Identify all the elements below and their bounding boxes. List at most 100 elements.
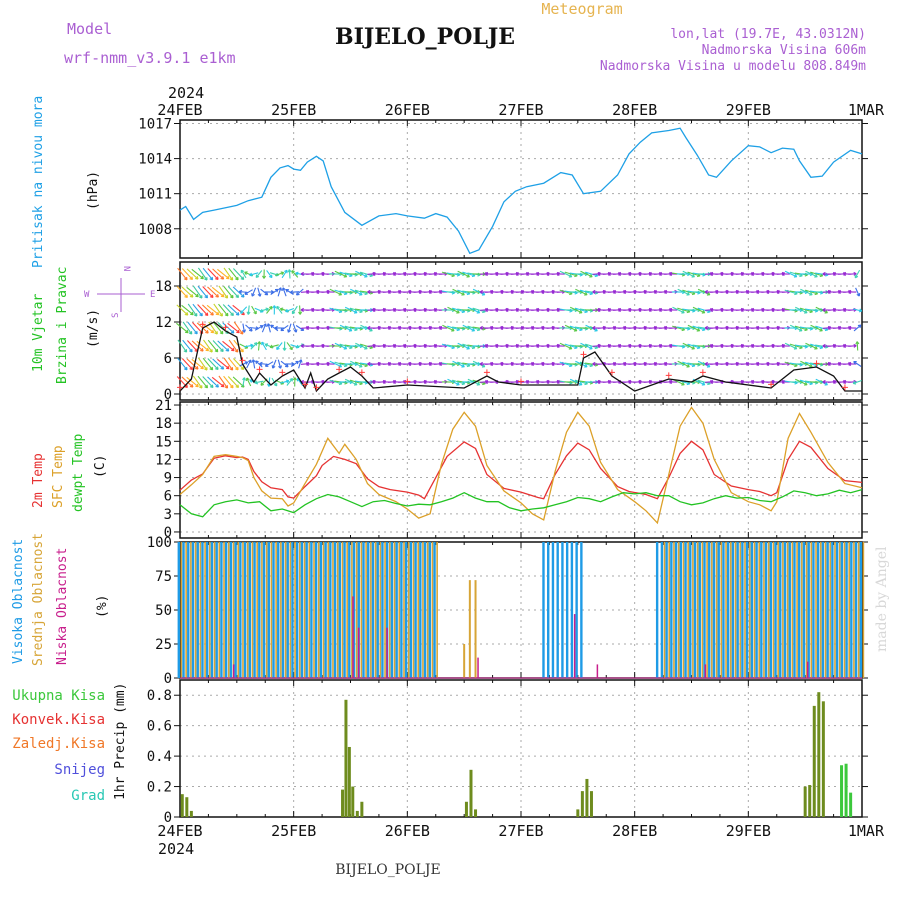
wind-vector-head	[541, 325, 545, 330]
wind-vector	[181, 286, 194, 298]
wind-vector	[269, 344, 279, 348]
wind-gust-marker	[222, 324, 229, 331]
wind-vector	[815, 378, 828, 386]
wind-gust-marker	[239, 357, 246, 364]
wind-vector-head	[607, 271, 611, 276]
wind-vector-head	[530, 361, 535, 366]
wind-vector-head	[230, 312, 234, 317]
wind-vector	[254, 380, 264, 384]
wind-vector	[848, 273, 857, 275]
time-label-bottom: 26FEB	[385, 822, 430, 840]
wind-vector	[800, 288, 813, 296]
wind-vector-head	[793, 273, 798, 278]
wind-vector	[280, 324, 289, 332]
wind-vector-head	[316, 289, 320, 294]
wind-vector	[462, 271, 476, 277]
wind-vector	[569, 378, 583, 386]
wind-vector	[244, 289, 253, 295]
wind-vector	[202, 357, 214, 371]
wind-vector	[569, 325, 583, 331]
wind-vector-head	[827, 325, 831, 330]
wind-vector	[579, 289, 593, 295]
wind-vector	[359, 290, 373, 294]
wind-vector-head	[273, 382, 278, 387]
wind-vector	[192, 285, 203, 299]
wind-vector-head	[745, 361, 749, 366]
wind-vector-head	[210, 312, 214, 316]
wind-vector-head	[377, 361, 381, 366]
wind-vector-head	[274, 288, 279, 293]
wind-vector-head	[525, 307, 529, 312]
wind-vector	[784, 342, 798, 350]
wind-vector	[211, 376, 225, 388]
precip-bar	[180, 794, 184, 817]
wind-vector	[795, 378, 808, 386]
wind-vector-head	[628, 271, 632, 276]
wind-vector-head	[776, 361, 780, 366]
wind-vector	[784, 289, 798, 295]
wind-vector	[207, 339, 219, 353]
wind-vector	[295, 325, 305, 331]
wind-vector-head	[230, 294, 234, 299]
wind-vector-head	[244, 271, 248, 276]
wind-vector-head	[184, 384, 188, 389]
wind-vector-head	[269, 305, 273, 310]
wind-vector-head	[353, 381, 358, 386]
wind-vector	[186, 286, 199, 298]
wind-vector-head	[278, 365, 283, 369]
pressure-panel: 1008 1011 1014 1017	[138, 117, 868, 259]
wind-vector-head	[219, 313, 223, 317]
time-label-top: 29FEB	[726, 101, 771, 119]
wind-vector-head	[594, 327, 598, 332]
wind-vector	[290, 360, 299, 368]
time-label-bottom: 1MAR	[848, 822, 885, 840]
wind-vector-head	[300, 307, 304, 312]
wind-vector	[277, 287, 282, 297]
wind-vector	[854, 269, 861, 279]
wind-vector-head	[224, 385, 229, 389]
wind-vector-head	[204, 277, 208, 281]
wind-vector-head	[285, 308, 289, 313]
wind-vector-head	[264, 343, 269, 348]
wind-vector	[853, 379, 862, 385]
wind-vector	[276, 306, 283, 314]
wind-vector	[259, 362, 269, 366]
wind-vector	[800, 360, 813, 368]
wind-vector-head	[184, 312, 189, 316]
rose-w: W	[84, 290, 90, 300]
wind-vector-head	[214, 331, 218, 335]
time-label-bottom: 29FEB	[726, 822, 771, 840]
wind-vector	[815, 344, 829, 348]
wind-vector	[334, 289, 348, 295]
wind-vector-head	[730, 343, 734, 348]
wind-vector-head	[701, 381, 706, 386]
wind-vector-head	[479, 289, 483, 294]
wind-vector	[218, 303, 229, 317]
wind-vector-head	[253, 310, 257, 315]
precip-bar	[808, 785, 812, 817]
wind-vector-head	[706, 363, 711, 368]
wind-vector	[805, 289, 818, 295]
wind-vector	[697, 288, 711, 296]
wind-vector-head	[669, 271, 673, 276]
panel-frame	[179, 119, 863, 259]
wind-vector-head	[316, 325, 320, 330]
wind-vector-head	[461, 363, 465, 368]
wind-vector-head	[240, 269, 245, 274]
wind-vector-head	[842, 271, 847, 276]
wind-vector	[222, 322, 235, 334]
wind-vector-head	[490, 325, 494, 330]
wind-gust-marker	[313, 384, 320, 391]
wind-vector	[223, 267, 234, 281]
grid	[180, 262, 862, 400]
temp-tick-label: 21	[155, 398, 172, 414]
time-label-top: 24FEB	[157, 101, 202, 119]
wind-vector-head	[750, 379, 755, 384]
wind-vector-head	[246, 311, 251, 315]
wind-vector-head	[451, 327, 455, 332]
wind-vector-head	[750, 271, 755, 276]
wind-vector-head	[240, 366, 245, 371]
wind-vector-head	[209, 366, 214, 371]
wind-vector-head	[490, 289, 494, 294]
wind-vector-head	[740, 307, 744, 312]
